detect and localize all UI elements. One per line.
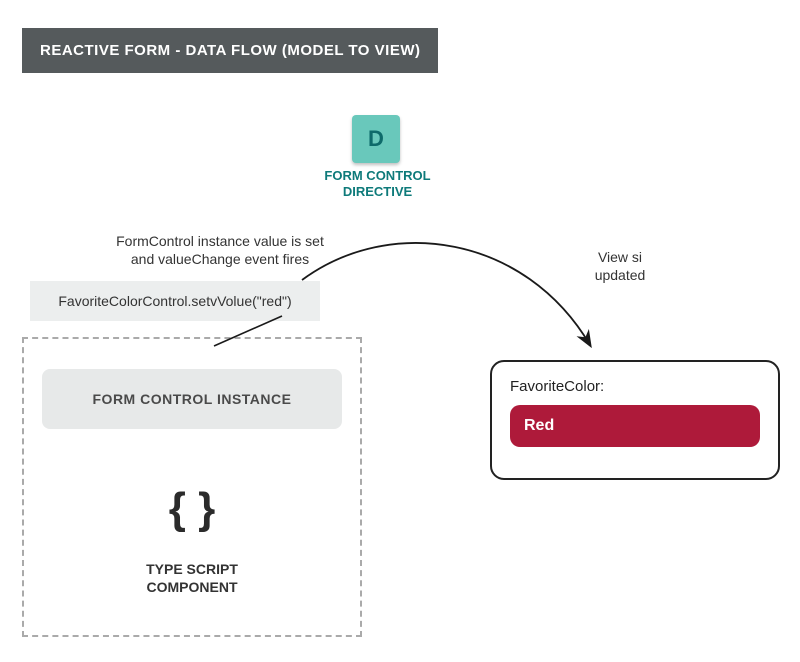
call-box: FavoriteColorControl.setvVolue("red") [30,281,320,321]
braces-icon: { } [24,484,360,534]
favorite-color-value: Red [524,417,554,434]
event-caption-l2: and valueChange event fires [131,251,309,267]
directive-label-l1: FORM CONTROL [324,168,430,183]
view-field-label: FavoriteColor: [510,378,760,395]
directive-label: FORM CONTROL DIRECTIVE [320,168,435,201]
ts-l2: COMPONENT [147,579,238,595]
braces-text: { } [169,484,215,533]
instance-label: FORM CONTROL INSTANCE [93,391,292,407]
directive-badge: D [352,115,400,163]
event-caption-l1: FormControl instance value is set [116,233,324,249]
form-control-instance-box: FORM CONTROL INSTANCE [42,369,342,429]
typescript-component-box: FORM CONTROL INSTANCE { } TYPE SCRIPT CO… [22,337,362,637]
favorite-color-field: Red [510,405,760,447]
view-caption-l1: View si [598,249,642,265]
event-caption: FormControl instance value is set and va… [95,232,345,268]
call-text: FavoriteColorControl.setvVolue("red") [58,293,291,309]
ts-l1: TYPE SCRIPT [146,561,238,577]
view-caption: View si updated [580,248,660,284]
title-text: REACTIVE FORM - DATA FLOW (MODEL TO VIEW… [40,42,420,59]
view-field-label-text: FavoriteColor: [510,378,604,395]
directive-letter: D [368,126,384,152]
directive-label-l2: DIRECTIVE [343,184,412,199]
view-box: FavoriteColor: Red [490,360,780,480]
typescript-label: TYPE SCRIPT COMPONENT [24,561,360,596]
view-caption-l2: updated [595,267,646,283]
title-banner: REACTIVE FORM - DATA FLOW (MODEL TO VIEW… [22,28,438,73]
